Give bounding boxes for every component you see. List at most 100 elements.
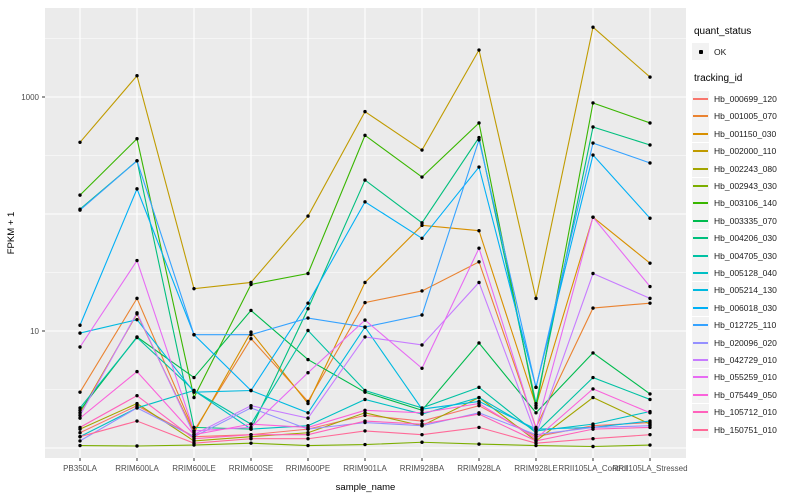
x-tick-label: RRIM600SE	[229, 464, 273, 473]
data-point	[249, 388, 253, 393]
data-point	[420, 422, 424, 426]
data-point	[363, 419, 367, 423]
series-color-line-icon	[693, 428, 708, 431]
legend-label: Hb_075449_050	[714, 389, 777, 400]
data-point	[192, 429, 196, 433]
data-point	[591, 444, 595, 449]
legend-label: Hb_002000_110	[714, 146, 777, 157]
y-tick-label: 1000	[21, 93, 39, 102]
data-point	[591, 153, 595, 157]
data-point	[135, 335, 139, 340]
data-point	[420, 343, 424, 347]
data-point	[306, 214, 310, 218]
data-point	[192, 390, 196, 394]
legend-item-Hb_004206_030: Hb_004206_030	[692, 229, 798, 247]
data-point	[477, 385, 481, 390]
data-point	[306, 425, 310, 430]
data-point	[534, 427, 538, 431]
y-axis-title: FPKM + 1	[6, 212, 17, 255]
data-point	[363, 408, 367, 413]
data-point	[591, 125, 595, 129]
legend-item-Hb_012725_110: Hb_012725_110	[692, 316, 798, 334]
legend-key-line-icon	[692, 125, 709, 143]
data-point	[477, 395, 481, 400]
data-point	[78, 413, 82, 418]
data-point	[648, 284, 652, 289]
point-marker-icon	[698, 49, 703, 54]
data-point	[192, 395, 196, 400]
data-point	[306, 411, 310, 415]
legend-label: Hb_020096_020	[714, 337, 777, 348]
data-point	[363, 397, 367, 402]
data-point	[420, 411, 424, 415]
data-point	[420, 289, 424, 293]
data-point	[420, 148, 424, 152]
data-point	[534, 406, 538, 410]
data-point	[78, 323, 82, 327]
data-point	[306, 443, 310, 448]
x-tick-label: RRIM928LE	[514, 464, 558, 473]
data-point	[477, 442, 481, 446]
series-color-line-icon	[693, 376, 708, 379]
data-point	[249, 432, 253, 437]
data-point	[477, 412, 481, 416]
data-point	[363, 429, 367, 433]
series-color-line-icon	[693, 219, 708, 222]
data-point	[192, 437, 196, 441]
data-point	[78, 345, 82, 349]
data-point	[78, 406, 82, 410]
data-point	[591, 271, 595, 276]
legend-item-Hb_003106_140: Hb_003106_140	[692, 194, 798, 212]
data-point	[249, 441, 253, 445]
series-color-line-icon	[693, 271, 708, 274]
legend-key-line-icon	[692, 160, 709, 178]
data-point	[192, 375, 196, 380]
legend-label: Hb_001005_070	[714, 111, 777, 122]
data-point	[591, 141, 595, 145]
data-point	[135, 74, 139, 78]
data-point	[591, 395, 595, 400]
data-point	[591, 375, 595, 380]
legend-key-line-icon	[692, 334, 709, 352]
x-axis-title: sample_name	[336, 482, 396, 493]
data-point	[648, 397, 652, 402]
legend-item-Hb_075449_050: Hb_075449_050	[692, 386, 798, 404]
legend-title-quant-status: quant_status	[694, 26, 752, 37]
data-point	[192, 332, 196, 337]
data-point	[363, 413, 367, 418]
data-point	[135, 406, 139, 410]
series-color-line-icon	[693, 254, 708, 257]
data-point	[477, 401, 481, 406]
x-tick-label: RRIM901LA	[343, 464, 387, 473]
data-point	[477, 121, 481, 125]
x-tick-label: RRIM928LA	[457, 464, 501, 473]
legend-item-Hb_002943_030: Hb_002943_030	[692, 177, 798, 195]
series-color-line-icon	[693, 358, 708, 361]
series-color-line-icon	[693, 185, 708, 188]
data-point	[648, 296, 652, 301]
legend-key-line-icon	[692, 107, 709, 125]
data-point	[591, 387, 595, 391]
legend-label: Hb_005128_040	[714, 267, 777, 278]
data-point	[78, 416, 82, 420]
data-point	[477, 165, 481, 169]
x-tick-label: RRIM600PE	[286, 464, 330, 473]
data-point	[534, 443, 538, 448]
data-point	[420, 223, 424, 228]
data-point	[648, 443, 652, 447]
x-tick-label: PB350LA	[63, 464, 97, 473]
data-point	[249, 425, 253, 430]
series-color-line-icon	[693, 237, 708, 240]
legend-label: Hb_002243_080	[714, 163, 777, 174]
data-point	[249, 282, 253, 287]
data-point	[648, 161, 652, 165]
legend-spacer	[692, 60, 798, 73]
legend-item-Hb_002243_080: Hb_002243_080	[692, 160, 798, 178]
data-point	[363, 178, 367, 182]
data-point	[135, 317, 139, 322]
data-point	[249, 330, 253, 334]
legend-label: Hb_000699_120	[714, 94, 777, 105]
data-point	[363, 335, 367, 339]
legend-item-Hb_020096_020: Hb_020096_020	[692, 334, 798, 352]
